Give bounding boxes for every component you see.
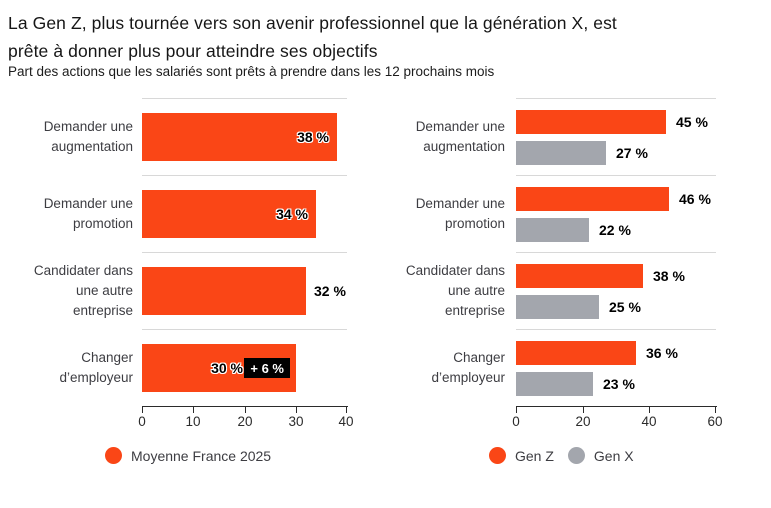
- bar-value-label: 38 %: [653, 268, 685, 284]
- category-label-line: entreprise: [444, 302, 505, 318]
- bar-value-label: 36 %: [646, 345, 678, 361]
- legend-label: Gen Z: [515, 447, 554, 464]
- x-axis-tick: [715, 406, 716, 413]
- x-axis-tick: [296, 406, 297, 413]
- row-separator: [516, 98, 716, 99]
- bar-value-label: 22 %: [599, 222, 631, 238]
- category-label-line: Candidater dans: [405, 262, 505, 278]
- category-label: Demander une promotion: [390, 175, 516, 252]
- legend: Moyenne France 2025: [105, 447, 271, 464]
- x-axis-tick: [516, 406, 517, 413]
- x-axis-tick: [193, 406, 194, 413]
- x-axis-tick-label: 20: [575, 414, 591, 429]
- title-line-2: prête à donner plus pour atteindre ses o…: [8, 41, 378, 61]
- bar-value-label: 32 %: [314, 283, 346, 299]
- category-label-line: d’employeur: [59, 369, 133, 385]
- category-label-line: promotion: [72, 215, 133, 231]
- category-label-line: promotion: [444, 215, 505, 231]
- legend-item: Gen Z: [489, 447, 554, 464]
- bar-moyenne-france-2025: [142, 267, 306, 315]
- category-label-line: augmentation: [51, 138, 133, 154]
- row-separator: [142, 175, 347, 176]
- category-label-line: Changer: [81, 349, 133, 365]
- category-label: Candidater dans une autre entreprise: [8, 252, 142, 329]
- bar-gen-z: [516, 110, 666, 134]
- category-label: Changer d’employeur: [8, 329, 142, 406]
- category-label: Demander une promotion: [8, 175, 142, 252]
- x-axis-tick: [346, 406, 347, 413]
- bar-value-label: 45 %: [676, 114, 708, 130]
- bar-value-label: 30 %: [211, 360, 243, 376]
- x-axis-tick: [142, 406, 143, 413]
- row-separator: [516, 329, 716, 330]
- category-label-line: d’employeur: [431, 369, 505, 385]
- legend-item: Gen X: [567, 447, 634, 464]
- legend-swatch-gen-x: [567, 447, 585, 464]
- legend-label: Gen X: [593, 447, 634, 464]
- category-label: Demander une augmentation: [390, 98, 516, 175]
- bar-value-label: 27 %: [616, 145, 648, 161]
- chart-title: La Gen Z, plus tournée vers son avenir p…: [8, 9, 760, 65]
- category-label-line: une autre: [75, 282, 133, 298]
- bar-value-label: 38 %: [297, 129, 329, 145]
- category-label-line: Demander une: [415, 118, 505, 134]
- category-label: Changer d’employeur: [390, 329, 516, 406]
- x-axis-tick: [245, 406, 246, 413]
- bar-value-label: 23 %: [603, 376, 635, 392]
- legend-swatch-gen-z: [489, 447, 506, 464]
- bar-moyenne-france-2025: [142, 190, 316, 238]
- row-separator: [516, 175, 716, 176]
- x-axis-tick-label: 60: [707, 414, 723, 429]
- bar-moyenne-france-2025: [142, 113, 337, 161]
- chart-panel-moyenne-france: Demander une augmentation 38 % Demander une…: [8, 98, 354, 464]
- row-separator: [142, 252, 347, 253]
- chart-subtitle: Part des actions que les salariés sont p…: [8, 64, 495, 79]
- x-axis-tick-label: 30: [288, 414, 304, 429]
- row-separator: [142, 329, 347, 330]
- x-axis-tick-label: 0: [138, 414, 146, 429]
- row-separator: [516, 252, 716, 253]
- x-axis-tick: [583, 406, 584, 413]
- category-label-line: Demander une: [43, 195, 133, 211]
- category-label: Candidater dans une autre entreprise: [390, 252, 516, 329]
- legend: Gen Z Gen X: [489, 447, 634, 464]
- bar-gen-x: [516, 372, 593, 396]
- category-label-line: augmentation: [423, 138, 505, 154]
- category-label-line: Demander une: [415, 195, 505, 211]
- delta-badge: + 6 %: [244, 358, 290, 378]
- x-axis-tick-label: 40: [641, 414, 657, 429]
- chart-panel-genz-genx: Demander une augmentation 45 % 27 % Demander…: [390, 98, 723, 464]
- title-line-1: La Gen Z, plus tournée vers son avenir p…: [8, 13, 617, 33]
- category-label-line: une autre: [447, 282, 505, 298]
- bar-value-label: 25 %: [609, 299, 641, 315]
- x-axis-tick-label: 0: [512, 414, 520, 429]
- bar-gen-x: [516, 295, 599, 319]
- category-label-line: entreprise: [72, 302, 133, 318]
- category-label-line: Demander une: [43, 118, 133, 134]
- bar-gen-z: [516, 341, 636, 365]
- x-axis-tick-label: 10: [185, 414, 201, 429]
- legend-label: Moyenne France 2025: [131, 447, 272, 464]
- legend-swatch-moyenne-france-2025: [105, 447, 122, 464]
- bar-gen-x: [516, 218, 589, 242]
- x-axis-tick: [649, 406, 650, 413]
- bar-gen-x: [516, 141, 606, 165]
- x-axis-tick-label: 40: [338, 414, 354, 429]
- bar-value-label: 34 %: [276, 206, 308, 222]
- legend-item: Moyenne France 2025: [105, 447, 271, 464]
- row-separator: [142, 98, 347, 99]
- category-label: Demander une augmentation: [8, 98, 142, 175]
- x-axis-line: [516, 406, 717, 407]
- x-axis-tick-label: 20: [237, 414, 253, 429]
- bar-gen-z: [516, 187, 669, 211]
- bar-gen-z: [516, 264, 643, 288]
- bar-value-label: 46 %: [679, 191, 711, 207]
- category-label-line: Candidater dans: [33, 262, 133, 278]
- category-label-line: Changer: [453, 349, 505, 365]
